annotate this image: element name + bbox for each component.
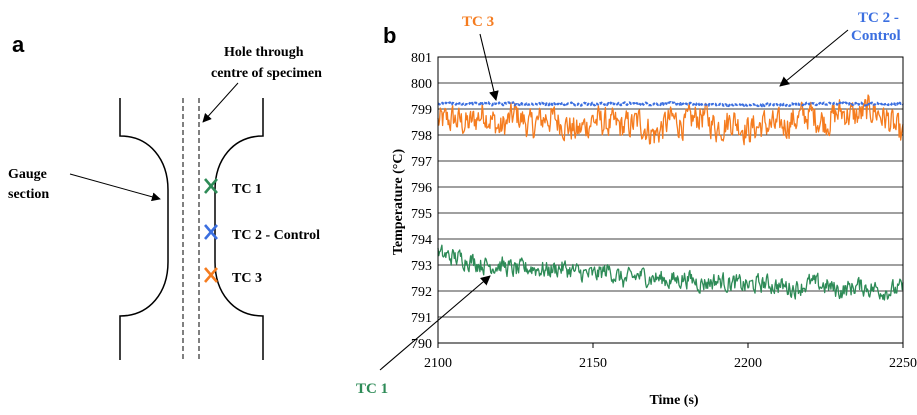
y-tick-label: 794 xyxy=(411,233,432,248)
tc3-label: TC 3 xyxy=(232,271,262,286)
tc3-marker: TC 3 xyxy=(204,267,262,286)
y-tick-label: 799 xyxy=(411,103,432,118)
y-tick-labels: 790 791 792 793 794 795 796 797 798 799 800 801 xyxy=(411,51,432,352)
panel-b-label: b xyxy=(383,23,396,48)
x-mark-icon xyxy=(204,178,218,194)
y-tick-label: 792 xyxy=(411,285,432,300)
series-line-tc-2-control xyxy=(437,100,904,108)
tc1-annotation: TC 1 xyxy=(356,381,388,397)
x-tick-labels: 2100 2150 2200 2250 xyxy=(424,356,917,371)
panel-b: b 790 791 792 793 794 795 796 797 798 799 800 801 2… xyxy=(356,10,917,408)
y-tick-label: 797 xyxy=(411,155,432,170)
y-tick-label: 801 xyxy=(411,51,432,66)
series-line-tc-3 xyxy=(437,94,904,146)
panel-a: a Hole through centre of specimen Gauge … xyxy=(8,32,322,362)
gauge-label-line2: section xyxy=(8,187,49,202)
tc3-annotation: TC 3 xyxy=(462,14,494,30)
hole-label-line2: centre of specimen xyxy=(211,66,322,81)
y-tick-label: 795 xyxy=(411,207,432,222)
tc2-label: TC 2 - Control xyxy=(232,228,320,243)
y-axis-label: Temperature (°C) xyxy=(391,149,406,256)
tc1-marker: TC 1 xyxy=(204,178,262,197)
specimen-left-outline xyxy=(119,98,169,360)
tc2-annotation-arrow xyxy=(779,29,849,87)
gauge-label-line1: Gauge xyxy=(8,167,47,182)
y-tick-label: 800 xyxy=(411,77,432,92)
x-axis-label: Time (s) xyxy=(649,393,698,408)
tc3-annotation-arrow xyxy=(479,33,499,101)
y-tick-label: 793 xyxy=(411,259,432,274)
x-tick-label: 2100 xyxy=(424,356,452,371)
series-line-tc-1 xyxy=(437,244,904,301)
y-tick-label: 796 xyxy=(411,181,432,196)
series-layer xyxy=(437,94,904,301)
panel-a-label: a xyxy=(12,32,25,57)
tc2-annotation-line1: TC 2 - xyxy=(858,10,899,26)
gauge-arrow xyxy=(69,173,161,202)
tc2-annotation-line2: Control xyxy=(851,28,901,44)
hole-label-line1: Hole through xyxy=(224,45,304,60)
tc1-annotation-arrow xyxy=(379,275,491,371)
tc1-label: TC 1 xyxy=(232,182,262,197)
x-mark-icon xyxy=(204,224,218,240)
y-tick-label: 791 xyxy=(411,311,432,326)
hole-arrow xyxy=(202,82,239,123)
x-tick-label: 2250 xyxy=(889,356,917,371)
y-tick-label: 790 xyxy=(411,337,432,352)
x-mark-icon xyxy=(204,267,218,283)
x-tick-label: 2150 xyxy=(579,356,607,371)
grid xyxy=(437,56,904,348)
x-tick-label: 2200 xyxy=(734,356,762,371)
plot-frame xyxy=(437,56,904,344)
temperature-plot: 790 791 792 793 794 795 796 797 798 799 800 801 210… xyxy=(411,51,917,371)
y-tick-label: 798 xyxy=(411,129,432,144)
tc2-marker: TC 2 - Control xyxy=(204,224,320,243)
